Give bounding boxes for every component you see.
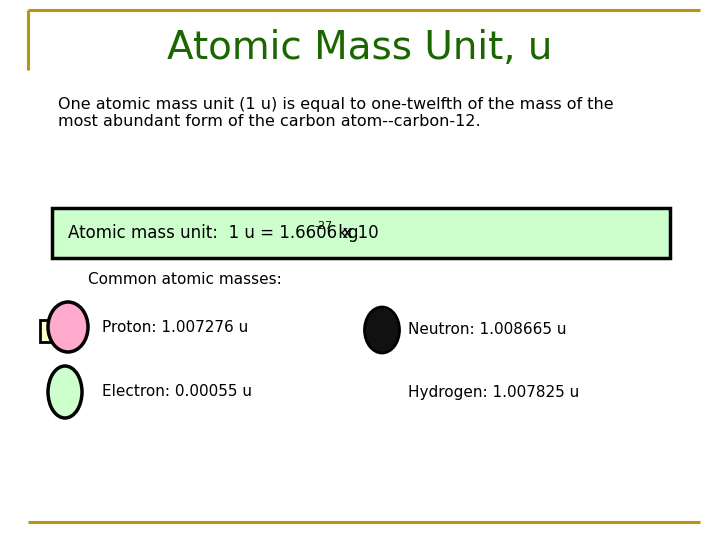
Text: One atomic mass unit (1 u) is equal to one-twelfth of the mass of the: One atomic mass unit (1 u) is equal to o… xyxy=(58,98,613,112)
Text: Atomic mass unit:  1 u = 1.6606 x 10: Atomic mass unit: 1 u = 1.6606 x 10 xyxy=(68,224,379,242)
Text: Hydrogen: 1.007825 u: Hydrogen: 1.007825 u xyxy=(408,384,580,400)
Text: Common atomic masses:: Common atomic masses: xyxy=(88,273,282,287)
Ellipse shape xyxy=(364,307,400,353)
Bar xyxy=(40,320,56,342)
Text: most abundant form of the carbon atom--carbon-12.: most abundant form of the carbon atom--c… xyxy=(58,114,481,130)
Text: Neutron: 1.008665 u: Neutron: 1.008665 u xyxy=(408,322,567,338)
Text: Proton: 1.007276 u: Proton: 1.007276 u xyxy=(102,320,248,334)
Text: Atomic Mass Unit, u: Atomic Mass Unit, u xyxy=(167,29,553,67)
Text: Electron: 0.00055 u: Electron: 0.00055 u xyxy=(102,384,252,400)
FancyBboxPatch shape xyxy=(52,208,670,258)
Ellipse shape xyxy=(48,302,88,352)
Text: kg: kg xyxy=(333,224,358,242)
Ellipse shape xyxy=(48,366,82,418)
Text: -27: -27 xyxy=(315,221,333,231)
